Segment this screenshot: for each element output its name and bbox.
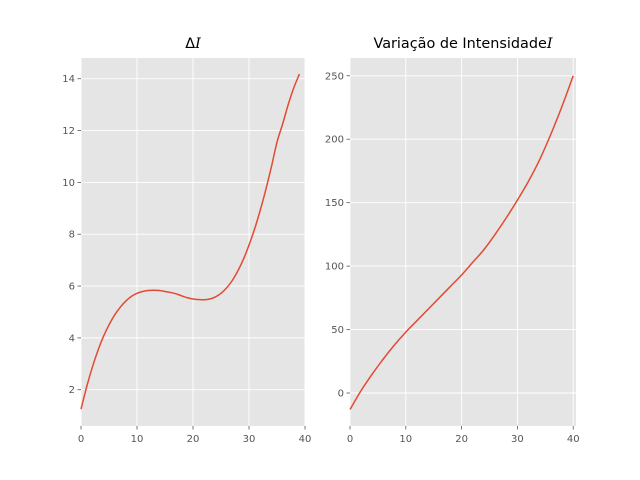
x-tick-label: 40 bbox=[567, 434, 580, 445]
chart-title: ΔI bbox=[185, 36, 201, 52]
tick-labels: 0 10 20 30 40 2 4 6 8 10 12 14 bbox=[62, 74, 311, 445]
y-tick-label: 8 bbox=[69, 230, 75, 241]
y-tick-label: 4 bbox=[69, 333, 75, 344]
y-tick-label: 200 bbox=[325, 135, 344, 146]
series-line bbox=[80, 73, 301, 410]
y-tick-label: 50 bbox=[331, 325, 344, 336]
x-tick-label: 0 bbox=[347, 434, 353, 445]
y-tick-label: 12 bbox=[62, 126, 75, 137]
x-tick-label: 30 bbox=[243, 434, 256, 445]
title-math-symbol: I bbox=[194, 36, 201, 52]
series-line bbox=[349, 75, 574, 410]
chart-delta-i: 0 10 20 30 40 2 4 6 8 10 12 14 ΔI bbox=[62, 36, 311, 445]
x-tick-label: 0 bbox=[78, 434, 84, 445]
title-text: Variação de Intensidade bbox=[373, 36, 547, 52]
x-tick-label: 40 bbox=[299, 434, 312, 445]
y-tick-label: 250 bbox=[325, 71, 344, 82]
y-tick-label: 100 bbox=[325, 262, 344, 273]
title-text: Δ bbox=[185, 36, 195, 52]
x-tick-label: 10 bbox=[399, 434, 412, 445]
chart-title: Variação de IntensidadeI bbox=[373, 36, 552, 52]
ticks bbox=[346, 75, 574, 430]
grid bbox=[349, 58, 576, 426]
y-tick-label: 10 bbox=[62, 178, 75, 189]
chart-intensity-variation: 0 10 20 30 40 0 50 100 150 200 250 Variação de Int… bbox=[325, 36, 580, 445]
x-tick-label: 20 bbox=[455, 434, 468, 445]
plot-area bbox=[350, 58, 576, 426]
title-math-symbol: I bbox=[546, 36, 553, 52]
y-tick-label: 2 bbox=[69, 385, 75, 396]
y-tick-label: 14 bbox=[62, 74, 75, 85]
tick-labels: 0 10 20 30 40 0 50 100 150 200 250 bbox=[325, 71, 580, 445]
y-tick-label: 150 bbox=[325, 198, 344, 209]
x-tick-label: 10 bbox=[131, 434, 144, 445]
x-tick-label: 30 bbox=[511, 434, 524, 445]
ticks bbox=[77, 78, 306, 430]
x-tick-label: 20 bbox=[187, 434, 200, 445]
y-tick-label: 6 bbox=[69, 282, 75, 293]
y-tick-label: 0 bbox=[338, 389, 344, 400]
